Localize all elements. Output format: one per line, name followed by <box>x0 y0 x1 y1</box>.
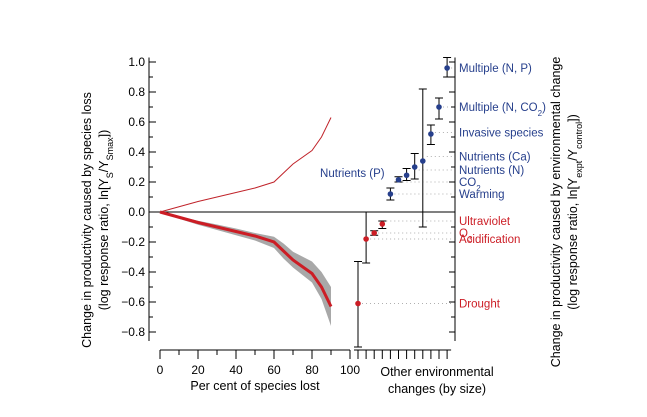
data-point <box>403 172 410 179</box>
env-label: Nutrients (P) <box>320 168 385 180</box>
x-tick-label: 100 <box>340 363 360 377</box>
y-left-title-1: Change in productivity caused by species… <box>80 92 94 348</box>
x-other-title-2: changes (by size) <box>388 382 486 396</box>
y-tick-label: 1.0 <box>128 55 145 69</box>
y-tick-label: 0.4 <box>128 145 145 159</box>
env-label: Acidification <box>459 234 520 246</box>
y-right-title-1: Change in productivity caused by environ… <box>549 57 563 368</box>
env-label-sub: 2 <box>476 184 481 193</box>
y-left-title-2d: Smax <box>105 137 115 161</box>
y-left-title-2c: /Y <box>97 160 111 172</box>
env-label-text: Warming <box>459 189 505 201</box>
env-label-sub: 2 <box>538 109 543 118</box>
y-tick-label: −0.4 <box>121 265 145 279</box>
x-tick-label: 60 <box>267 363 281 377</box>
env-label: Nutrients (Ca) <box>459 152 531 164</box>
species-loss-reference-line <box>159 117 332 213</box>
x-axis-title: Per cent of species lost <box>190 379 320 393</box>
data-point <box>444 65 450 71</box>
y-tick-label: 0.8 <box>128 85 145 99</box>
env-label: Drought <box>459 299 501 311</box>
y-left-title-2a: (log response ratio, ln[Y <box>97 178 111 311</box>
env-label-sub: 3 <box>468 235 473 244</box>
env-label-text: O <box>459 228 468 240</box>
x-tick-label: 0 <box>157 363 164 377</box>
env-label: CO2 <box>459 177 481 193</box>
env-label-text: Invasive species <box>459 128 544 140</box>
y-right-title-2a: (log response ratio, ln[Y <box>566 177 580 310</box>
data-point <box>387 191 394 197</box>
env-label: Ultraviolet <box>459 216 511 228</box>
x-tick-label: 80 <box>305 363 319 377</box>
y-tick-label: −0.2 <box>121 235 145 249</box>
data-point <box>436 104 442 110</box>
env-label: Nutrients (N) <box>459 165 524 177</box>
y-right-title-2d: control <box>574 122 584 149</box>
y-right-title-2b: expt <box>574 160 584 178</box>
y-right-title-2e: ]) <box>566 114 580 122</box>
env-label-text: Drought <box>459 299 501 311</box>
env-label-text: Multiple (N, CO <box>459 102 538 114</box>
y-left-title-2: (log response ratio, ln[YS/YSmax]) <box>97 130 115 311</box>
env-label: O3 <box>459 228 473 244</box>
env-label-text: Multiple (N, P) <box>459 63 532 75</box>
env-label-text: Nutrients (P) <box>320 168 385 180</box>
env-label-text: CO <box>459 177 476 189</box>
env-label-text: Nutrients (Ca) <box>459 152 531 164</box>
env-label: Multiple (N, P) <box>459 63 532 75</box>
x-tick-label: 20 <box>191 363 205 377</box>
y-tick-label: 0.6 <box>128 115 145 129</box>
data-point <box>428 131 434 137</box>
data-point <box>395 176 402 183</box>
env-label: Invasive species <box>459 128 544 140</box>
lines-layer <box>159 117 333 308</box>
data-point <box>363 236 369 242</box>
env-label: Multiple (N, CO2) <box>459 102 546 118</box>
data-point <box>379 221 386 227</box>
data-point <box>355 300 361 307</box>
data-point <box>420 158 426 164</box>
axes-layer: 1.0 0.8 0.6 0.4 0.2 0.0 −0.2 −0.4 −0.6 −0.8 0 20 40 6… <box>80 55 584 396</box>
labels-layer: DroughtAcidificationO3UltravioletWarming… <box>320 63 546 311</box>
species-loss-mean-line <box>159 210 333 308</box>
data-point <box>371 230 378 236</box>
env-label-text: Acidification <box>459 234 520 246</box>
y-tick-label: −0.6 <box>121 295 145 309</box>
y-right-title-2c: /Y <box>566 148 580 160</box>
y-tick-label: 0.0 <box>128 205 145 219</box>
y-tick-label: 0.2 <box>128 175 145 189</box>
env-label: Warming <box>459 189 505 201</box>
env-label-text: Ultraviolet <box>459 216 511 228</box>
x-other-title-1: Other environmental <box>380 365 493 379</box>
data-point <box>411 164 418 170</box>
y-left-title-2e: ]) <box>97 130 111 138</box>
env-label-text: Nutrients (N) <box>459 165 524 177</box>
env-label-end: ) <box>542 102 546 114</box>
y-left-title-2b: S <box>105 172 115 178</box>
x-tick-label: 40 <box>229 363 243 377</box>
y-right-title-2: (log response ratio, ln[Yexpt/Ycontrol]) <box>566 114 584 310</box>
points-layer <box>354 57 452 348</box>
y-tick-label: −0.8 <box>121 325 145 339</box>
